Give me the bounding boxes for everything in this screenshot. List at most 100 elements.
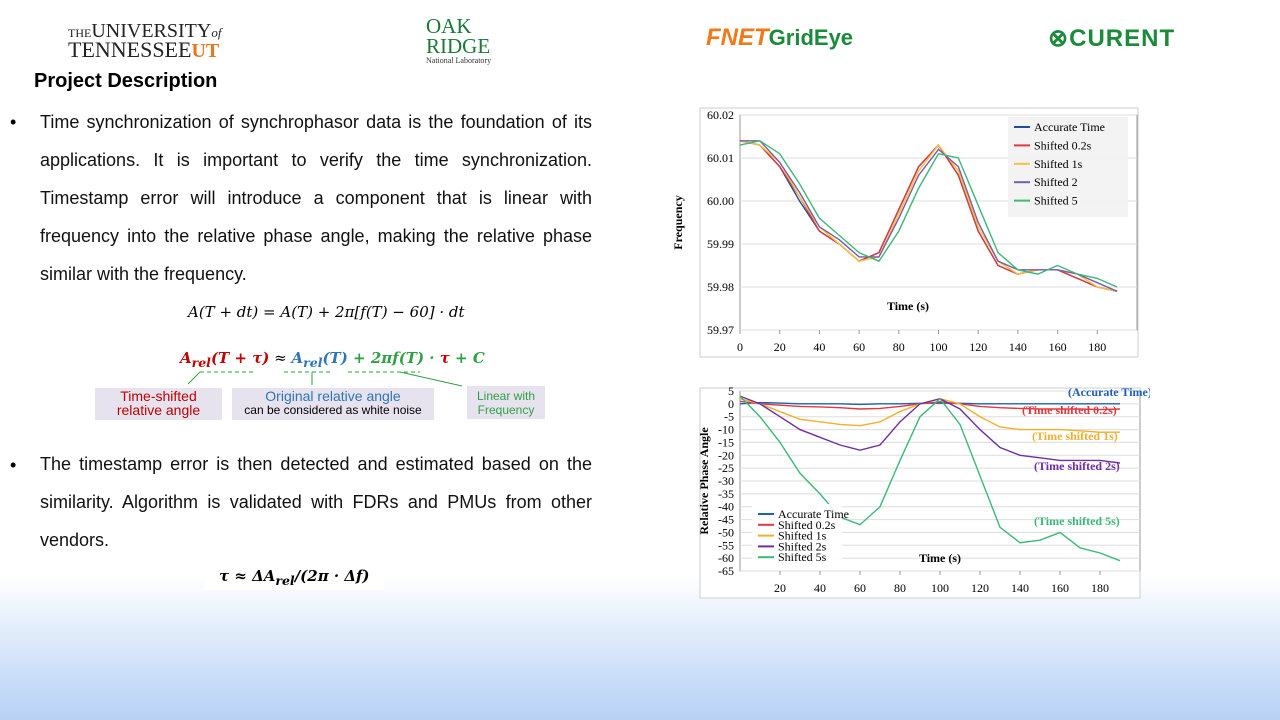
- legend-label: Shifted 2s: [778, 539, 827, 553]
- x-tick-label: 0: [737, 340, 743, 354]
- annotation: (Time shifted 2s): [1034, 459, 1120, 473]
- y-tick-label: -15: [718, 435, 734, 449]
- y-tick-label: -65: [718, 564, 734, 578]
- label: can be considered as white noise: [244, 403, 422, 417]
- legend-label: Shifted 5s: [778, 550, 827, 564]
- logo-text: TENNESSEE: [68, 37, 192, 62]
- series-line: [740, 140, 1118, 292]
- y-tick-label: -10: [718, 423, 734, 437]
- paragraph: Time synchronization of synchrophasor da…: [40, 112, 592, 284]
- legend-label: Accurate Time: [1034, 120, 1105, 134]
- x-tick-label: 120: [971, 581, 989, 595]
- x-axis-label: Time (s): [919, 551, 961, 565]
- logo-text: of: [211, 25, 222, 40]
- x-tick-label: 100: [930, 340, 948, 354]
- logo-text: FNET: [706, 24, 769, 51]
- y-tick-label: -55: [718, 538, 734, 552]
- y-tick-label: 60.02: [707, 108, 734, 122]
- logo-text: THE: [68, 26, 92, 40]
- y-tick-label: -25: [718, 461, 734, 475]
- eq-part: rel: [275, 573, 295, 588]
- y-tick-label: 59.99: [707, 237, 734, 251]
- logo-text: CURENT: [1069, 25, 1176, 52]
- y-tick-label: -5: [724, 410, 734, 424]
- annotation: (Time shifted 0.2s): [1022, 403, 1117, 417]
- bullet: •: [10, 112, 17, 132]
- y-axis-label: Relative Phase Angle: [697, 427, 711, 535]
- label: Frequency: [477, 403, 535, 417]
- x-tick-label: 140: [1009, 340, 1027, 354]
- logo-curent: ⊗CURENT: [1048, 25, 1176, 52]
- x-tick-label: 60: [853, 340, 865, 354]
- eq-part: rel: [303, 355, 323, 370]
- logo-ornl: OAK RIDGE National Laboratory: [392, 14, 492, 66]
- label: relative angle: [116, 402, 201, 418]
- series-line: [739, 400, 1121, 411]
- label-box: Original relative angle can be considered…: [232, 388, 434, 420]
- x-tick-label: 120: [969, 340, 987, 354]
- x-tick-label: 20: [774, 340, 786, 354]
- chart-background: [699, 387, 1141, 599]
- y-tick-label: -35: [718, 487, 734, 501]
- y-axis-label: Frequency: [671, 195, 685, 249]
- label: Linear with: [476, 389, 536, 403]
- x-tick-label: 160: [1049, 340, 1067, 354]
- y-tick-label: 59.97: [707, 323, 734, 337]
- logo-text: RIDGE: [426, 34, 491, 58]
- y-tick-label: 60.01: [707, 151, 734, 165]
- eq-part: ≈: [269, 349, 292, 367]
- legend-label: Accurate Time: [778, 507, 849, 521]
- logo-text: OAK: [426, 14, 472, 38]
- equation: A(T + dt) = A(T) + 2π[f(T) − 60] · dt: [188, 303, 465, 321]
- eq-part: /(2π · Δf): [294, 567, 370, 585]
- y-tick-label: 0: [728, 397, 734, 411]
- equation: Arel(T + τ) ≈ Arel(T) + 2πf(T) · τ + C: [180, 349, 485, 370]
- x-tick-label: 20: [774, 581, 786, 595]
- eq-part: (T + τ): [210, 349, 270, 367]
- legend-label: Shifted 2: [1034, 175, 1078, 189]
- y-tick-label: 60.00: [707, 194, 734, 208]
- label: Time-shifted: [120, 388, 197, 404]
- paragraph: The timestamp error is then detected and…: [40, 454, 592, 550]
- eq-arrows: [187, 371, 463, 387]
- eq-part: τ ≈ ΔA: [219, 567, 276, 585]
- x-tick-label: 40: [813, 340, 825, 354]
- label-box: Time-shifted relative angle: [95, 388, 222, 420]
- x-tick-label: 40: [814, 581, 826, 595]
- legend-label: Shifted 0.2s: [778, 518, 836, 532]
- y-tick-label: -60: [718, 551, 734, 565]
- x-tick-label: 60: [854, 581, 866, 595]
- y-tick-label: -40: [718, 500, 734, 514]
- phase-chart: -65-60-55-50-45-40-35-30-25-20-15-10-505…: [697, 384, 1150, 599]
- label: Original relative angle: [265, 388, 401, 404]
- logo-text: UNIVERSITY: [91, 20, 212, 42]
- y-tick-label: -20: [718, 448, 734, 462]
- x-tick-label: 80: [893, 340, 905, 354]
- y-tick-label: -50: [718, 525, 734, 539]
- eq-part: A: [291, 349, 304, 367]
- logo-fnet: FNETGridEye: [706, 24, 853, 52]
- eq-part: rel: [191, 355, 211, 370]
- y-tick-label: 5: [728, 384, 734, 398]
- annotation: (Accurate Time): [1068, 385, 1150, 399]
- x-axis-label: Time (s): [887, 299, 929, 313]
- title: Project Description: [34, 70, 218, 92]
- x-tick-label: 160: [1051, 581, 1069, 595]
- arrow: [399, 371, 463, 387]
- eq-part: + 2πf(T) ·: [347, 349, 440, 367]
- annotation: (Time shifted 5s): [1034, 514, 1120, 528]
- eq-part: A: [180, 349, 192, 367]
- y-tick-label: 59.98: [707, 280, 734, 294]
- eq-part: τ: [439, 349, 450, 367]
- series-line: [739, 140, 1118, 288]
- x-tick-label: 100: [931, 581, 949, 595]
- equation: τ ≈ ΔArel/(2π · Δf): [205, 565, 384, 590]
- y-tick-label: -45: [718, 513, 734, 527]
- series-line: [739, 395, 1121, 562]
- logo-text: National Laboratory: [426, 56, 492, 65]
- x-tick-label: 80: [894, 581, 906, 595]
- legend-label: Shifted 5: [1034, 194, 1078, 208]
- x-tick-label: 180: [1091, 581, 1109, 595]
- x-tick-label: 180: [1088, 340, 1106, 354]
